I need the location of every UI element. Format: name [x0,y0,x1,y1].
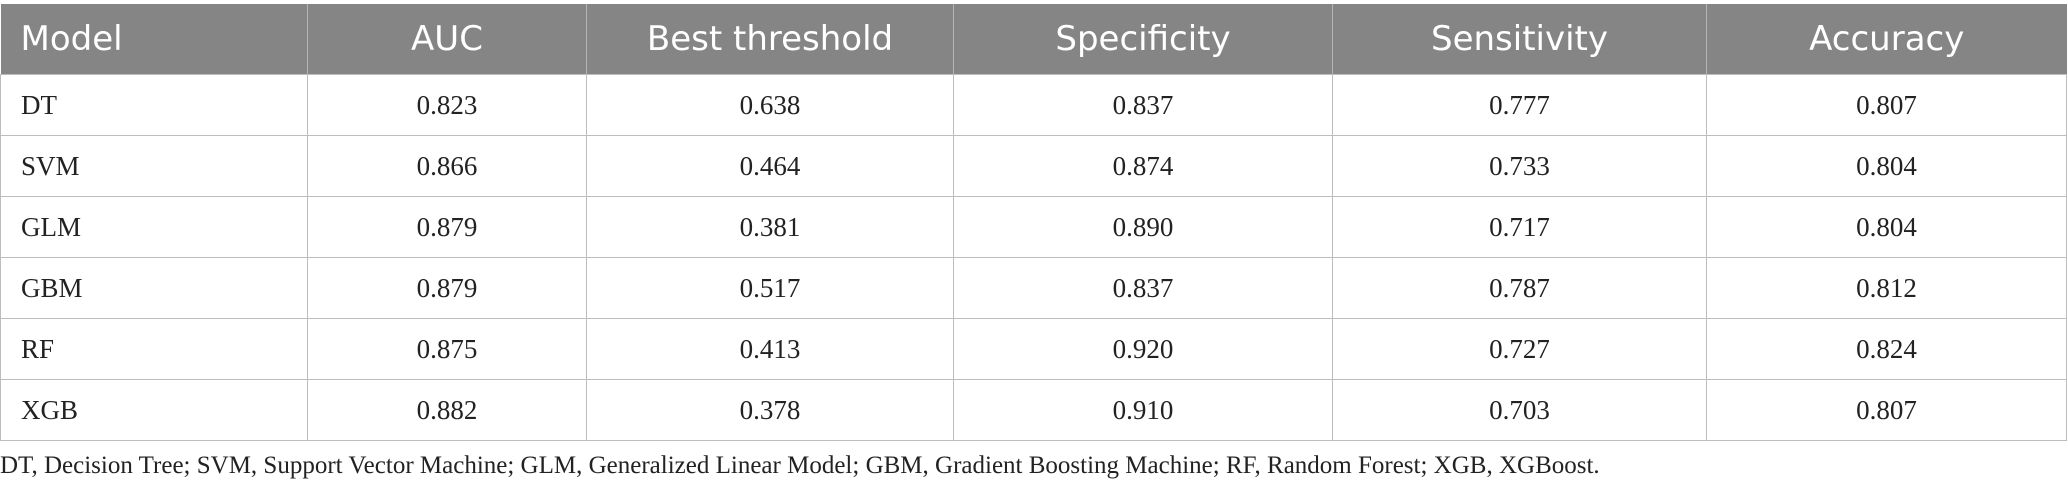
metric-cell: 0.717 [1332,196,1707,258]
model-name: GBM [0,257,308,319]
table-row: RF 0.875 0.413 0.920 0.727 0.824 [0,318,2067,380]
metric-cell: 0.703 [1332,379,1707,441]
metric-cell: 0.378 [586,379,954,441]
metric-cell: 0.777 [1332,74,1707,136]
metric-cell: 0.882 [307,379,587,441]
metric-cell: 0.638 [586,74,954,136]
metric-cell: 0.920 [953,318,1333,380]
metric-cell: 0.807 [1706,379,2067,441]
model-name: XGB [0,379,308,441]
metric-cell: 0.381 [586,196,954,258]
model-name: SVM [0,135,308,197]
table-body: DT 0.823 0.638 0.837 0.777 0.807 SVM 0.866 0.464… [0,74,2067,441]
metric-cell: 0.837 [953,74,1333,136]
metric-cell: 0.875 [307,318,587,380]
model-name: RF [0,318,308,380]
results-table: Model AUC Best threshold Specificity Sensiti… [0,4,2067,441]
metric-cell: 0.879 [307,196,587,258]
column-header: Specificity [953,4,1333,75]
metric-cell: 0.824 [1706,318,2067,380]
metric-cell: 0.910 [953,379,1333,441]
metric-cell: 0.787 [1332,257,1707,319]
column-header: Model [0,4,308,75]
metric-cell: 0.812 [1706,257,2067,319]
table-row: DT 0.823 0.638 0.837 0.777 0.807 [0,74,2067,136]
column-header: Sensitivity [1332,4,1707,75]
model-name: DT [0,74,308,136]
metric-cell: 0.823 [307,74,587,136]
metric-cell: 0.837 [953,257,1333,319]
column-header: Best threshold [586,4,954,75]
metric-cell: 0.464 [586,135,954,197]
table-row: GLM 0.879 0.381 0.890 0.717 0.804 [0,196,2067,258]
header-row: Model AUC Best threshold Specificity Sensiti… [0,4,2067,75]
metric-cell: 0.733 [1332,135,1707,197]
footnote: DT, Decision Tree; SVM, Support Vector M… [0,452,1600,479]
column-header: AUC [307,4,587,75]
metric-cell: 0.890 [953,196,1333,258]
metric-cell: 0.727 [1332,318,1707,380]
metric-cell: 0.866 [307,135,587,197]
table-row: XGB 0.882 0.378 0.910 0.703 0.807 [0,379,2067,441]
table-row: GBM 0.879 0.517 0.837 0.787 0.812 [0,257,2067,319]
metric-cell: 0.807 [1706,74,2067,136]
metric-cell: 0.517 [586,257,954,319]
metric-cell: 0.804 [1706,135,2067,197]
metric-cell: 0.874 [953,135,1333,197]
table-row: SVM 0.866 0.464 0.874 0.733 0.804 [0,135,2067,197]
column-header: Accuracy [1706,4,2067,75]
model-name: GLM [0,196,308,258]
metric-cell: 0.413 [586,318,954,380]
metric-cell: 0.879 [307,257,587,319]
metric-cell: 0.804 [1706,196,2067,258]
